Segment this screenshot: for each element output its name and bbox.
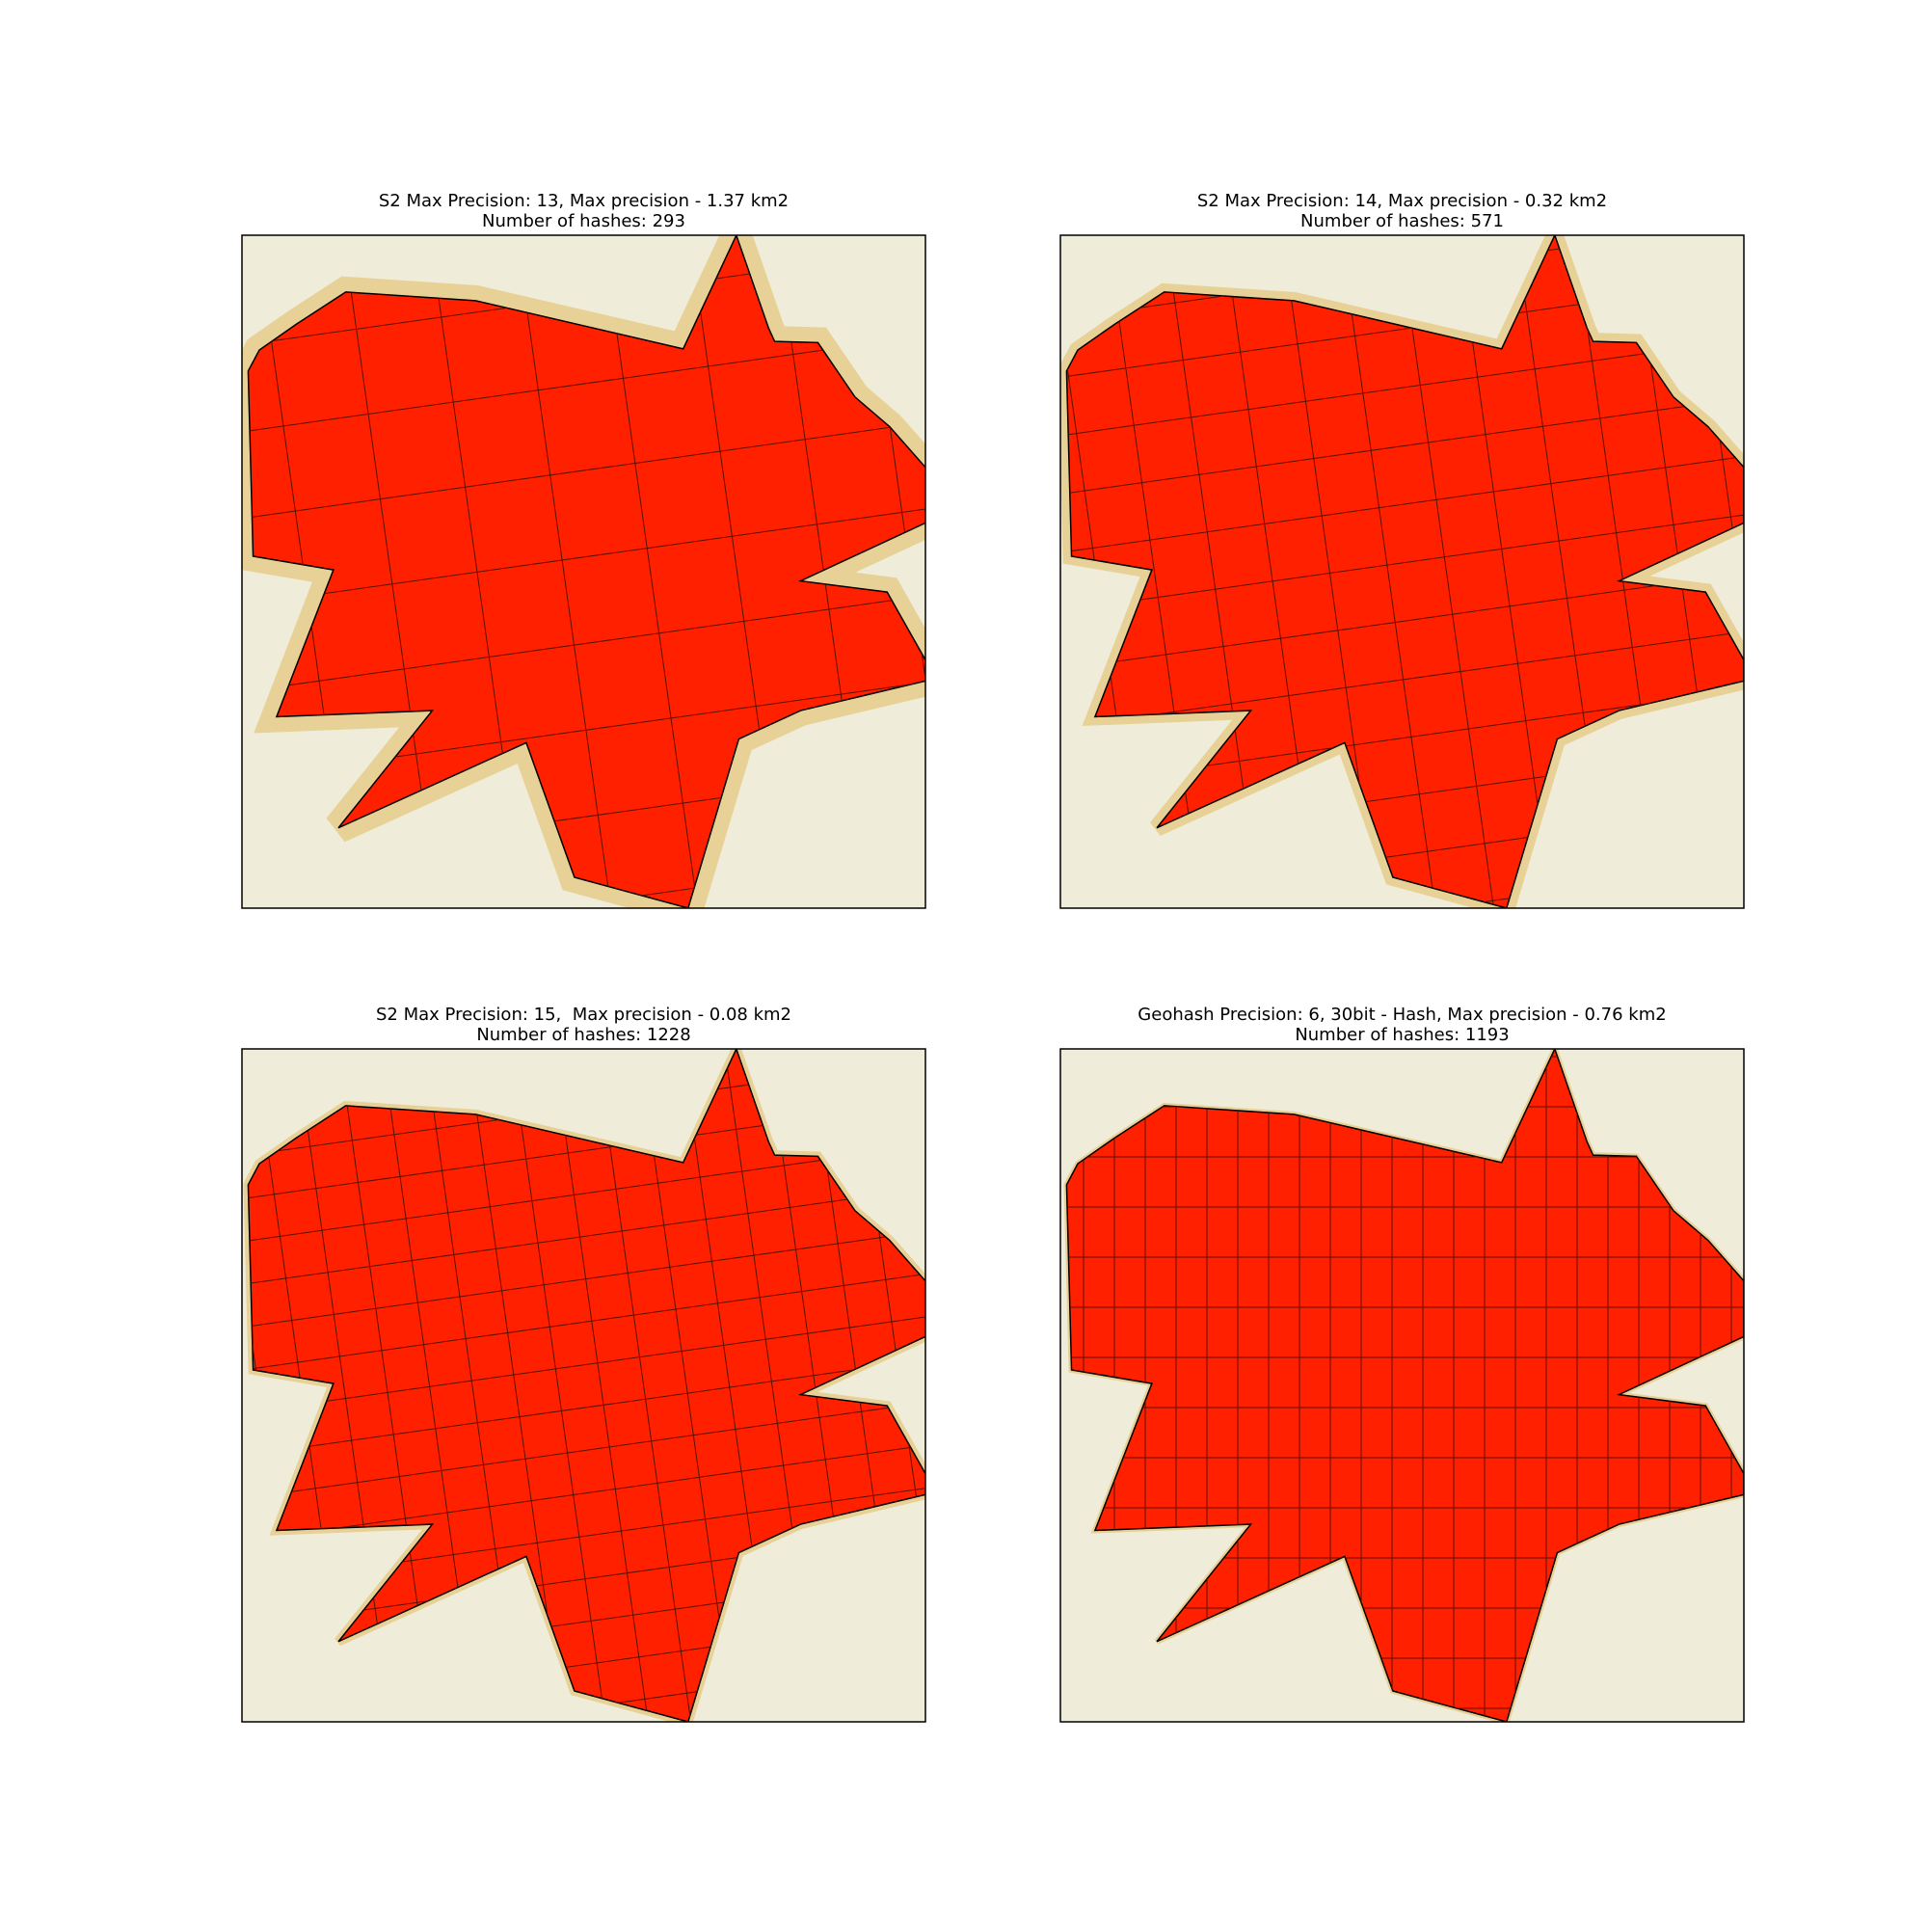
grid-line (66, 110, 213, 1158)
grid-line (819, 1049, 925, 1722)
grid-line (1314, 235, 1463, 908)
grid-line (248, 1710, 925, 1722)
map-panel: S2 Max Precision: 15, Max precision - 0.… (0, 924, 1181, 1928)
grid-line (248, 1416, 925, 1567)
grid-line (1773, 0, 1920, 1033)
map-panel: S2 Max Precision: 13, Max precision - 1.… (0, 0, 1052, 1170)
panel-title: S2 Max Precision: 13, Max precision - 1.… (379, 191, 789, 211)
grid-line (1830, 0, 1928, 1026)
grid-line (1256, 235, 1406, 908)
grid-line (248, 1374, 925, 1525)
grid-line (914, 106, 1061, 1154)
grid-line (248, 1290, 925, 1440)
region (1065, 1049, 1744, 1722)
grid-line (248, 567, 925, 717)
panel-title: Geohash Precision: 6, 30bit - Hash, Max … (1138, 1005, 1666, 1025)
region (247, 235, 925, 908)
grid-line (1066, 545, 1744, 696)
grid-line (23, 929, 171, 1928)
panel-title: S2 Max Precision: 14, Max precision - 0.… (1197, 191, 1607, 211)
grid-line (799, 0, 1858, 122)
grid-line (248, 1332, 925, 1483)
region (1065, 235, 1744, 908)
panel-subtitle: Number of hashes: 293 (482, 211, 685, 231)
grid-line (1066, 603, 1744, 753)
grid-line (568, 1049, 717, 1722)
grid-line (117, 1753, 1175, 1901)
grid-line (248, 1248, 925, 1399)
grid-line (0, 58, 1052, 206)
grid-line (1066, 431, 1744, 581)
map-panel: S2 Max Precision: 14, Max precision - 0.… (799, 0, 1928, 1154)
grid-line (1371, 235, 1520, 908)
grid-line (904, 1049, 925, 1722)
panel-subtitle: Number of hashes: 1228 (476, 1025, 690, 1045)
grid-line (807, 31, 1865, 179)
map-panel: Geohash Precision: 6, 30bit - Hash, Max … (1059, 1005, 1745, 1723)
grid-line (525, 1049, 675, 1722)
grid-line (575, 235, 724, 908)
grid-line (0, 122, 128, 1170)
grid-line (490, 235, 639, 908)
panel-title: S2 Max Precision: 15, Max precision - 0.… (376, 1005, 791, 1025)
map-frame (241, 1048, 926, 1723)
map-frame (1059, 1048, 1745, 1723)
grid-line (248, 482, 925, 632)
grid-line (484, 1049, 633, 1722)
grid-line (248, 1049, 255, 1722)
grid-line (65, 924, 212, 1928)
grid-line (829, 235, 925, 908)
grid-line (0, 0, 1039, 122)
grid-line (1657, 235, 1744, 908)
panel-subtitle: Number of hashes: 1193 (1295, 1025, 1509, 1045)
grid-line (122, 1795, 1181, 1928)
grid-line (1066, 488, 1744, 638)
grid-line (442, 1049, 591, 1722)
map-frame (1059, 234, 1745, 909)
grid-line (248, 1626, 925, 1722)
grid-line (0, 936, 128, 1928)
panel-subtitle: Number of hashes: 571 (1300, 211, 1504, 231)
map-frame (241, 234, 926, 909)
grid-line (914, 235, 925, 908)
